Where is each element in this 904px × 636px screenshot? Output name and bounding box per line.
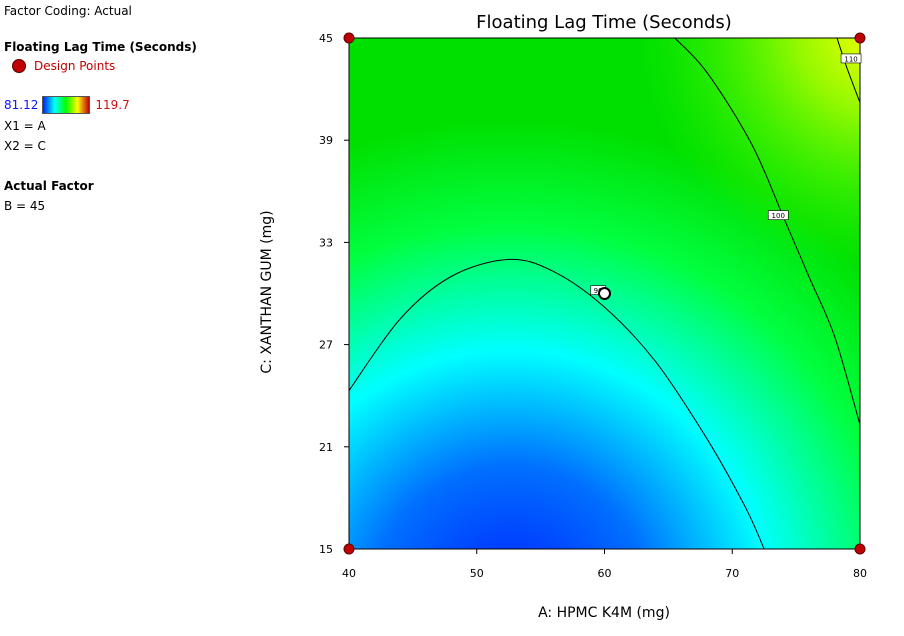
x1-mapping: X1 = A bbox=[4, 119, 46, 133]
design-points-legend: Design Points bbox=[12, 58, 197, 74]
y-axis-label: C: XANTHAN GUM (mg) bbox=[259, 210, 275, 373]
design-point-marker-icon bbox=[12, 59, 26, 73]
legend-panel: Factor Coding: Actual Floating Lag Time … bbox=[4, 3, 197, 214]
scale-min-value: 81.12 bbox=[4, 98, 39, 112]
y-tick-label: 21 bbox=[319, 441, 333, 454]
x-tick-label: 60 bbox=[598, 567, 612, 580]
chart-title: Floating Lag Time (Seconds) bbox=[476, 12, 732, 33]
x2-mapping: X2 = C bbox=[4, 139, 46, 153]
design-point bbox=[854, 543, 866, 555]
x-axis-label: A: HPMC K4M (mg) bbox=[538, 605, 670, 621]
design-point bbox=[854, 32, 866, 44]
x-tick-label: 50 bbox=[470, 567, 484, 580]
x-tick-label: 70 bbox=[725, 567, 739, 580]
y-tick-label: 15 bbox=[319, 543, 333, 556]
scale-max-value: 119.7 bbox=[95, 98, 130, 112]
design-points-label: Design Points bbox=[34, 59, 116, 73]
y-tick-label: 45 bbox=[319, 32, 333, 45]
color-scale-bar bbox=[42, 96, 91, 114]
response-title: Floating Lag Time (Seconds) bbox=[4, 40, 197, 54]
contour-label-box-110 bbox=[840, 53, 862, 64]
contour-line-90 bbox=[349, 258, 765, 549]
color-scale: 81.12 119.7 bbox=[4, 96, 197, 114]
design-point bbox=[343, 543, 355, 555]
y-tick-label: 33 bbox=[319, 236, 333, 249]
actual-factor-value: B = 45 bbox=[4, 199, 46, 213]
design-point bbox=[343, 32, 355, 44]
center-design-point bbox=[598, 287, 611, 300]
y-tick-label: 27 bbox=[319, 339, 333, 352]
x-tick-label: 40 bbox=[342, 567, 356, 580]
x-tick-label: 80 bbox=[853, 567, 867, 580]
contour-label-box-100 bbox=[767, 210, 789, 220]
contour-label-90: 90 bbox=[594, 287, 603, 295]
contour-label-100: 100 bbox=[772, 212, 785, 220]
contour-line-110 bbox=[836, 38, 860, 103]
y-tick-label: 39 bbox=[319, 134, 333, 147]
contour-label-110: 110 bbox=[844, 55, 857, 63]
actual-factor-title: Actual Factor bbox=[4, 179, 94, 193]
factor-coding-text: Factor Coding: Actual bbox=[4, 4, 132, 18]
